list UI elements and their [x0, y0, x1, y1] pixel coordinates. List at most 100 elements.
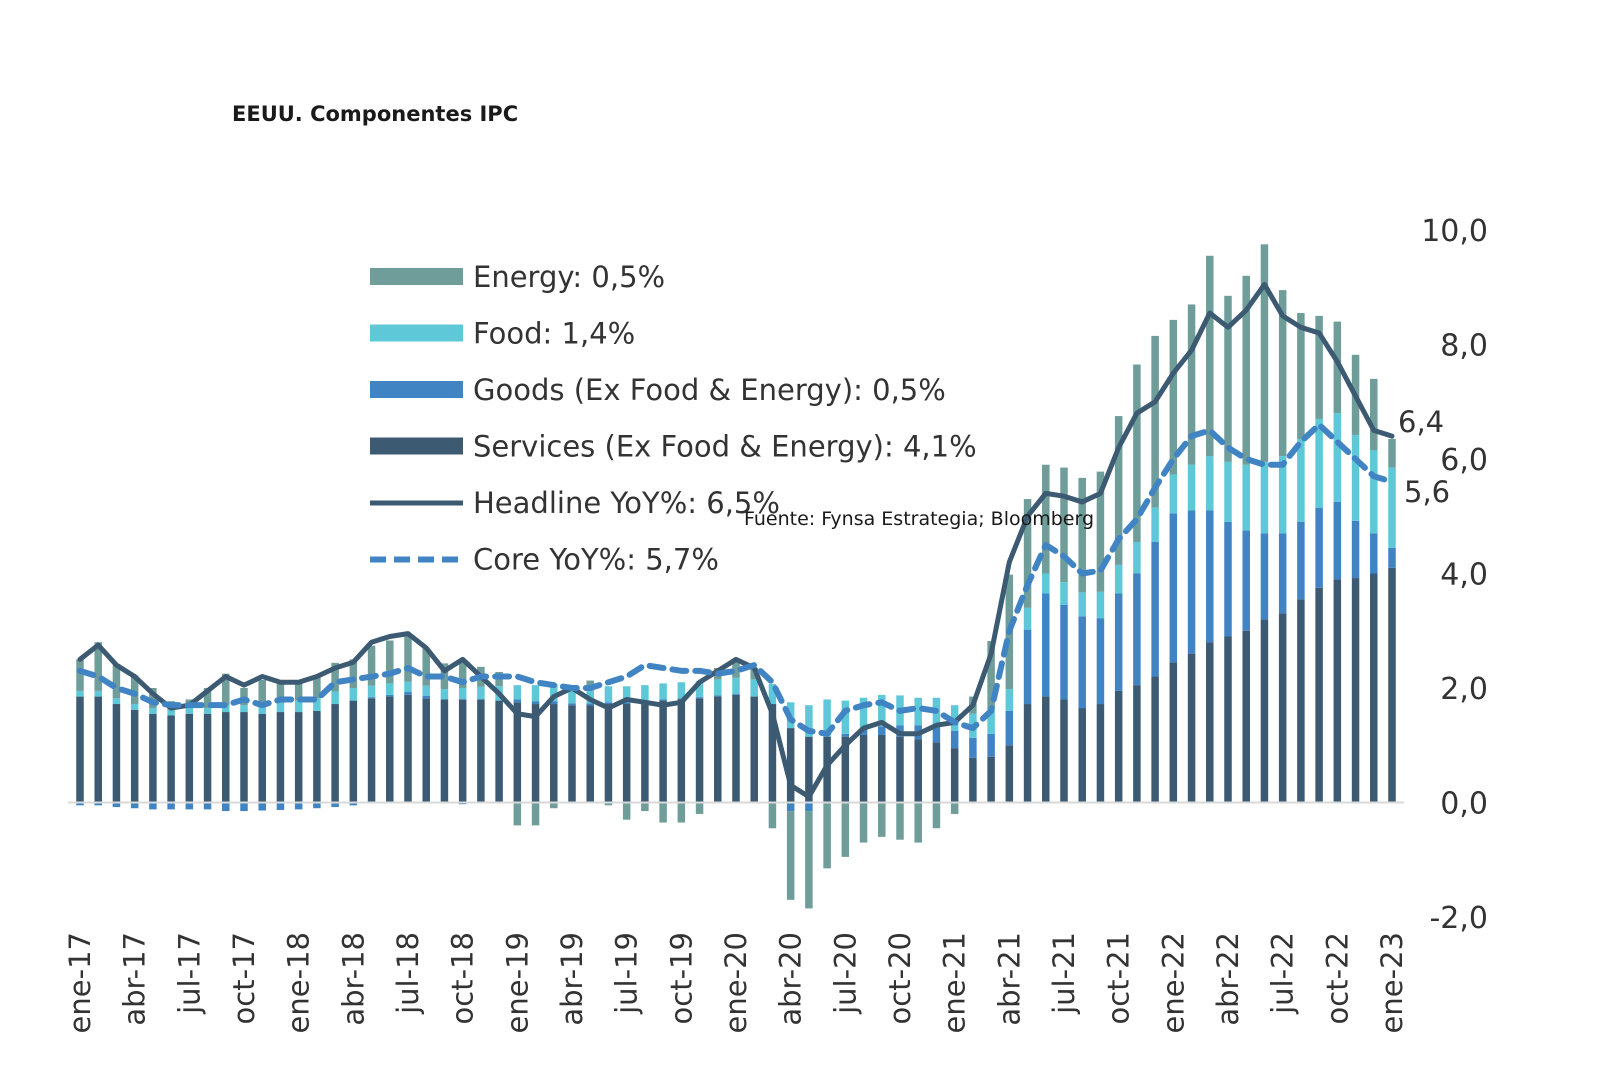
bar-energy-jul-22 — [1278, 290, 1287, 457]
bar-food-abr-22 — [1224, 461, 1232, 522]
legend-swatch-goods-ex-food-energy — [370, 381, 463, 398]
bar-food-jun-18 — [386, 683, 394, 695]
bar-energy-feb-17 — [94, 642, 102, 691]
bar-services-ex-food-energy-abr-19 — [568, 705, 576, 803]
bar-services-ex-food-energy-nov-22 — [1351, 578, 1360, 803]
legend-swatch-services-ex-food-energy — [370, 437, 463, 455]
bar-food-mar-22 — [1206, 456, 1214, 511]
bar-energy-abr-22 — [1224, 295, 1232, 462]
bar-food-nov-20 — [914, 697, 922, 726]
bar-services-ex-food-energy-jul-21 — [1060, 699, 1068, 803]
bar-goods-ex-food-energy-sep-19 — [659, 699, 667, 701]
bar-energy-sep-22 — [1315, 315, 1323, 419]
bar-goods-ex-food-energy-abr-22 — [1224, 521, 1232, 637]
bar-goods-ex-food-energy-feb-18 — [313, 802, 321, 809]
bar-goods-ex-food-energy-sep-21 — [1096, 618, 1105, 705]
bar-goods-ex-food-energy-mar-19 — [550, 701, 558, 705]
x-axis-ticks: ene-17 abr-17 jul-17 oct-17 ene-18 abr-18 jul-… — [63, 932, 1409, 1033]
x-tick-label: abr-18 — [336, 932, 370, 1026]
bar-energy-jul-21 — [1060, 467, 1068, 583]
bar-services-ex-food-energy-nov-17 — [258, 713, 266, 803]
bar-food-jul-22 — [1278, 456, 1287, 534]
bar-energy-sep-17 — [222, 673, 230, 706]
bar-food-feb-17 — [94, 690, 102, 697]
bar-food-oct-19 — [677, 682, 686, 699]
bar-goods-ex-food-energy-ago-18 — [422, 696, 430, 699]
x-tick-label: jul-19 — [610, 932, 644, 1015]
x-tick-label: jul-18 — [391, 932, 425, 1015]
bar-food-mar-21 — [987, 709, 995, 734]
bar-goods-ex-food-energy-abr-20 — [786, 802, 795, 812]
bar-goods-ex-food-energy-nov-19 — [695, 697, 704, 699]
y-tick-label: 4,0 — [1440, 558, 1488, 593]
bar-goods-ex-food-energy-ene-21 — [950, 730, 959, 749]
legend-label-services-ex-food-energy: Services (Ex Food & Energy): 4,1% — [473, 430, 977, 464]
bar-services-ex-food-energy-may-20 — [805, 736, 813, 803]
bars-layer — [76, 244, 1396, 909]
legend-swatch-energy — [370, 268, 463, 285]
bar-food-nov-19 — [695, 681, 704, 698]
bar-food-jul-20 — [841, 700, 850, 734]
bar-services-ex-food-energy-sep-20 — [878, 734, 886, 803]
bar-food-sep-19 — [659, 683, 667, 700]
y-axis-ticks: 10,0 8,0 6,0 4,0 2,0 0,0 -2,0 — [1421, 214, 1488, 936]
bar-services-ex-food-energy-sep-22 — [1315, 587, 1323, 803]
bar-services-ex-food-energy-dic-17 — [276, 712, 285, 803]
bar-food-jul-19 — [622, 686, 631, 703]
bar-goods-ex-food-energy-oct-17 — [240, 802, 248, 812]
bar-food-jun-20 — [823, 699, 831, 737]
bar-services-ex-food-energy-sep-18 — [440, 699, 449, 803]
bar-goods-ex-food-energy-oct-21 — [1114, 593, 1123, 691]
bar-goods-ex-food-energy-sep-20 — [878, 726, 886, 735]
bar-services-ex-food-energy-oct-20 — [896, 736, 904, 803]
bar-goods-ex-food-energy-jul-22 — [1278, 533, 1287, 614]
bar-goods-ex-food-energy-mar-21 — [987, 733, 995, 757]
bar-energy-ago-19 — [641, 802, 649, 812]
bar-energy-abr-20 — [786, 811, 795, 900]
legend-label-core-yoy: Core YoY%: 5,7% — [473, 543, 719, 577]
bar-food-dic-17 — [276, 702, 285, 713]
bar-energy-abr-17 — [130, 675, 139, 705]
x-tick-label: oct-21 — [1102, 932, 1136, 1024]
bar-energy-ene-22 — [1169, 319, 1178, 475]
bar-energy-mar-17 — [112, 663, 121, 699]
bar-services-ex-food-energy-sep-19 — [659, 700, 667, 803]
bar-energy-abr-18 — [349, 659, 358, 689]
bar-services-ex-food-energy-mar-20 — [768, 704, 777, 803]
bar-goods-ex-food-energy-may-17 — [149, 802, 157, 810]
bar-food-jun-22 — [1260, 461, 1269, 534]
bar-goods-ex-food-energy-jul-17 — [185, 802, 194, 810]
bar-goods-ex-food-energy-ene-18 — [294, 802, 303, 810]
bar-goods-ex-food-energy-ago-22 — [1297, 521, 1305, 600]
bar-services-ex-food-energy-oct-22 — [1333, 579, 1342, 803]
bar-services-ex-food-energy-ago-22 — [1297, 599, 1305, 803]
bar-energy-mar-20 — [768, 802, 777, 829]
bar-services-ex-food-energy-may-17 — [149, 713, 157, 803]
bar-goods-ex-food-energy-sep-22 — [1315, 507, 1323, 588]
bar-food-oct-18 — [458, 688, 467, 700]
bar-food-may-20 — [805, 705, 813, 737]
x-tick-label: oct-20 — [883, 932, 917, 1024]
bar-services-ex-food-energy-ago-17 — [203, 713, 212, 803]
bar-goods-ex-food-energy-jun-18 — [386, 694, 394, 697]
bar-food-sep-20 — [878, 694, 886, 727]
bar-services-ex-food-energy-oct-19 — [677, 699, 686, 803]
x-tick-label: jul-17 — [172, 932, 206, 1015]
bar-services-ex-food-energy-ene-21 — [950, 748, 959, 803]
bar-food-abr-21 — [1005, 689, 1014, 711]
bar-services-ex-food-energy-feb-21 — [969, 757, 977, 803]
bar-services-ex-food-energy-ene-18 — [294, 712, 303, 803]
bar-services-ex-food-energy-jul-18 — [404, 694, 412, 803]
x-tick-label: ene-20 — [719, 932, 753, 1033]
bar-food-ene-20 — [732, 677, 740, 694]
bar-energy-mar-19 — [550, 802, 558, 809]
bar-food-may-19 — [586, 686, 594, 704]
bar-services-ex-food-energy-jul-19 — [622, 704, 631, 803]
y-tick-label: 2,0 — [1440, 672, 1488, 707]
bar-services-ex-food-energy-ago-19 — [641, 702, 649, 803]
bar-goods-ex-food-energy-may-18 — [367, 697, 376, 699]
bar-goods-ex-food-energy-abr-21 — [1005, 710, 1014, 746]
bar-services-ex-food-energy-nov-19 — [695, 698, 704, 803]
bar-services-ex-food-energy-abr-22 — [1224, 636, 1232, 803]
bar-goods-ex-food-energy-jul-18 — [404, 692, 412, 695]
